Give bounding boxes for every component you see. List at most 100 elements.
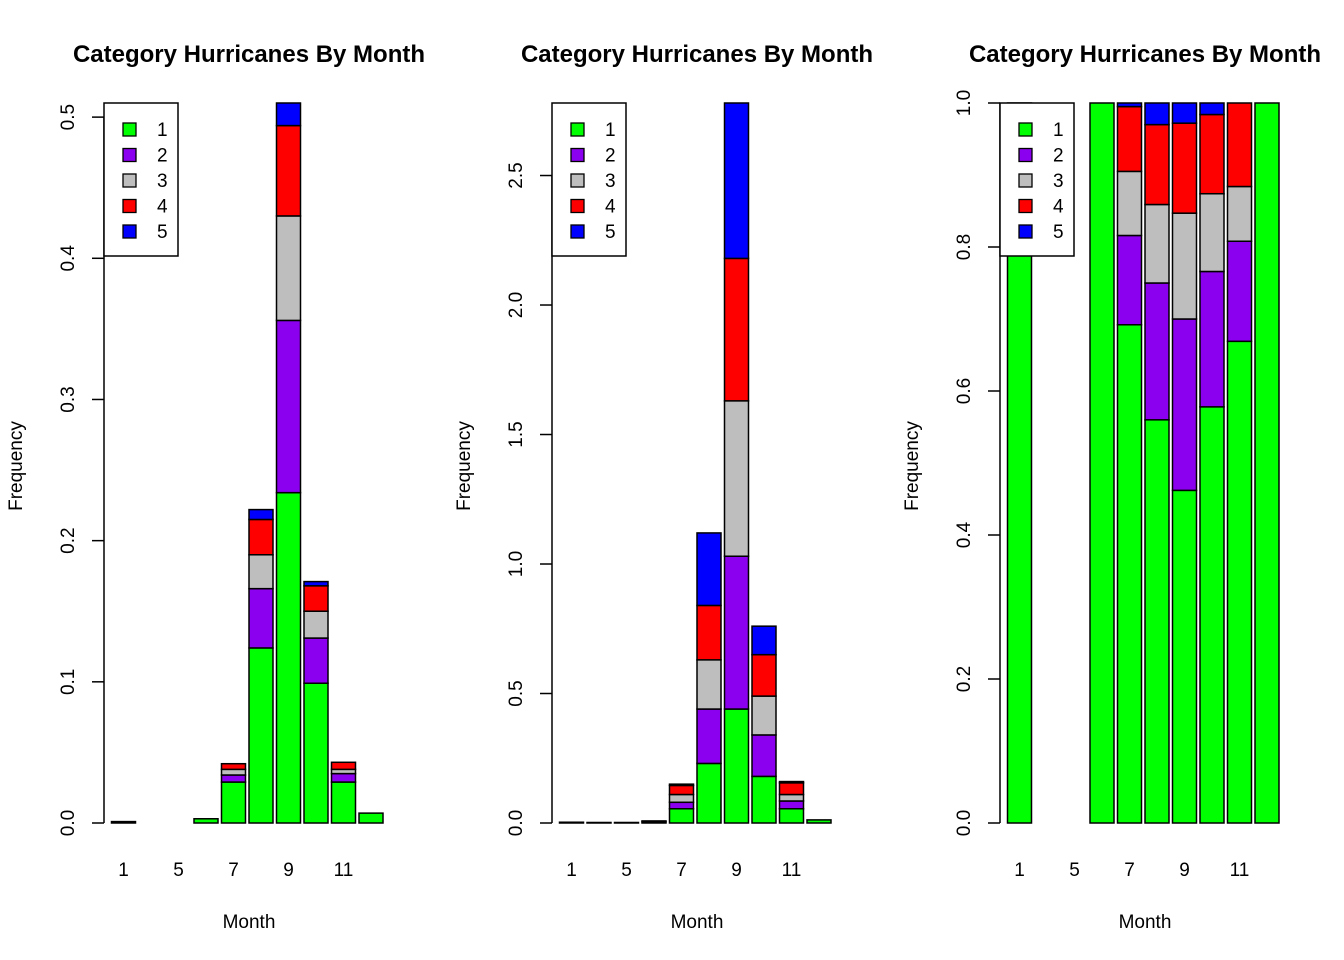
y-tick-label: 0.2 [954,666,975,692]
bar-segment-month-1-cat-1 [110,820,137,824]
y-axis-label: Frequency [902,421,923,511]
bar-segment-month-8-cat-5 [1144,102,1170,126]
bar-segment-month-8-cat-3 [248,554,274,590]
bar-segment-month-5-cat-1 [613,821,640,824]
x-tick-label: 5 [173,860,184,881]
x-tick-label: 9 [283,860,294,881]
legend-swatch-5 [1018,224,1033,239]
bar-segment-month-10-cat-3 [751,695,777,736]
y-tick-label: 0.0 [506,810,527,836]
bar-segment-month-11-cat-3 [1226,185,1253,242]
bar-segment-month-10-cat-1 [751,775,777,824]
bar-segment-month-8-cat-1 [1144,419,1170,824]
chart-panel-2: Category Hurricanes By Month 0.0 0.5 1.0 1.5… [454,41,873,933]
bar-segment-month-11-cat-3 [778,793,805,802]
x-tick-label: 5 [621,860,632,881]
bar-segment-month-7-cat-3 [220,768,247,776]
bar-segment-month-11-cat-4 [330,761,357,771]
y-tick-label: 1.5 [506,421,527,447]
y-axis-label: Frequency [6,421,27,511]
bar-segment-month-11-cat-1 [1226,340,1253,824]
y-tick-label: 1.0 [506,551,527,577]
bar-segment-month-6-cat-2 [641,820,667,823]
y-tick-label: 1.0 [954,90,975,116]
bar-segment-month-10-cat-4 [1199,113,1225,195]
bar-segment-month-8-cat-2 [248,587,274,649]
y-axis-label: Frequency [454,421,475,511]
y-tick-label: 0.0 [954,810,975,836]
x-tick-label: 1 [566,860,577,881]
y-tick-label: 0.4 [954,521,975,548]
bar-segment-month-9-cat-5 [275,102,302,127]
bar-segment-month-8-cat-1 [696,762,722,824]
bar-segment-month-9-cat-5 [723,102,750,260]
legend-swatch-2 [570,147,585,163]
bar-segment-month-8-cat-2 [1144,282,1170,421]
bar-segment-month-blank-cat-1 [586,821,612,824]
bar-segment-month-7-cat-5 [668,783,695,787]
bar-segment-month-9-cat-2 [275,319,302,494]
bar-segment-month-11-cat-4 [778,782,805,796]
bar-segment-month-10-cat-2 [751,734,777,778]
legend-swatch-1 [1018,122,1033,137]
legend-swatch-5 [122,224,137,239]
legend-swatch-3 [122,173,137,188]
bar-segment-month-12-cat-1 [806,819,832,824]
y-tick-label: 0.6 [954,378,975,404]
bar-segment-month-8-cat-1 [248,647,274,824]
chart-title: Category Hurricanes By Month [521,41,873,68]
legend-label-3: 3 [157,171,168,192]
bar-segment-month-9-cat-3 [1171,212,1198,320]
legend-swatch-3 [570,173,585,188]
bar-segment-month-10-cat-1 [1199,406,1225,824]
bar-segment-month-11-cat-2 [778,800,805,810]
bar-segment-month-11-cat-1 [330,781,357,824]
x-tick-label: 7 [676,860,687,881]
bar-segment-month-10-cat-2 [1199,270,1225,408]
x-tick-label: 9 [731,860,742,881]
x-tick-label: 1 [1014,860,1025,881]
x-axis-label: Month [671,912,724,933]
bar-segment-month-6-cat-1 [1089,102,1115,824]
legend-label-2: 2 [157,146,168,167]
bar-segment-month-1-cat-1 [558,821,585,824]
bar-segment-month-10-cat-2 [303,637,329,684]
legend-box [551,102,627,257]
bar-segment-month-10-cat-3 [303,610,329,639]
bar-segment-month-8-cat-5 [696,532,722,607]
bar-segment-month-9-cat-2 [1171,318,1198,492]
y-tick-label: 0.5 [58,104,79,130]
y-tick-label: 0.0 [58,810,79,836]
bar-segment-month-10-cat-5 [1199,102,1225,116]
bar-segment-month-7-cat-1 [1116,324,1143,824]
bar-segment-month-9-cat-1 [275,491,302,824]
legend-swatch-2 [1018,147,1033,163]
bar-segment-month-10-cat-4 [303,585,329,612]
legend-swatch-1 [122,122,137,137]
chart-panel-3: Category Hurricanes By Month 0.0 0.2 0.4 0.6… [902,41,1321,933]
bar-segment-month-9-cat-4 [275,124,302,217]
bar-segment-month-7-cat-2 [1116,234,1143,326]
bar-segment-month-7-cat-2 [220,774,247,783]
legend-label-2: 2 [1053,146,1064,167]
bar-segment-month-11-cat-5 [778,780,805,784]
x-tick-label: 7 [228,860,239,881]
legend-label-1: 1 [157,120,168,141]
y-tick-label: 0.2 [58,527,79,553]
legend-label-1: 1 [1053,120,1064,141]
bar-segment-month-10-cat-4 [751,653,777,697]
bar-segment-month-8-cat-4 [248,518,274,556]
x-tick-label: 1 [118,860,129,881]
bar-segment-month-11-cat-2 [330,772,357,783]
bar-segment-month-11-cat-2 [1226,240,1253,343]
legend-swatch-5 [570,224,585,239]
bar-segment-month-10-cat-1 [303,682,329,824]
bar-segment-month-8-cat-4 [696,604,722,661]
chart-title: Category Hurricanes By Month [969,41,1321,68]
bar-segment-month-7-cat-3 [668,793,695,804]
bar-segment-month-11-cat-4 [1226,102,1253,188]
bar-segment-month-7-cat-4 [668,784,695,796]
bar-segment-month-8-cat-5 [248,508,274,521]
y-tick-label: 2.5 [506,162,527,188]
